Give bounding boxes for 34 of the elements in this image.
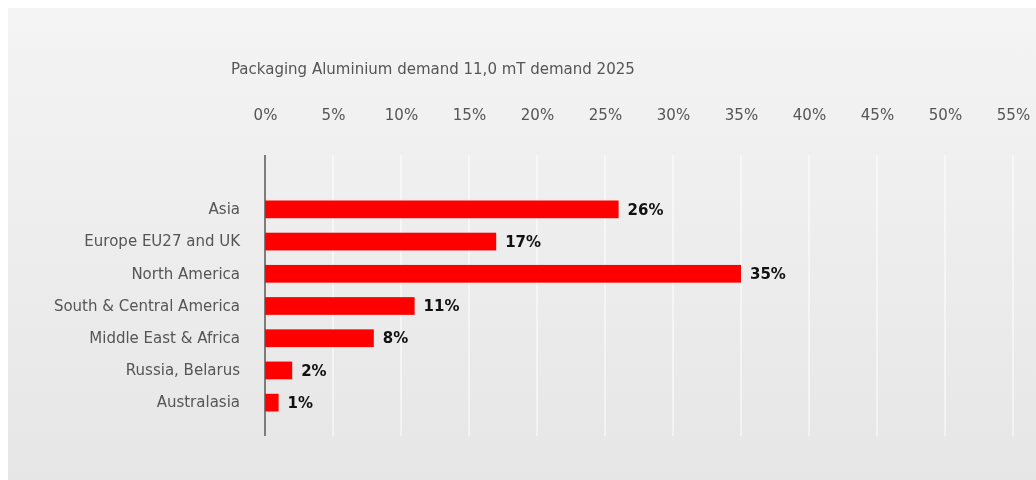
bar — [265, 200, 619, 219]
y-tick-label: Europe EU27 and UK — [84, 232, 242, 251]
x-tick-label: 50% — [928, 106, 963, 125]
bar — [265, 264, 741, 283]
x-tick-label: 5% — [321, 106, 346, 125]
data-label: 35% — [750, 265, 786, 284]
data-label: 1% — [287, 393, 314, 412]
x-tick-label: 15% — [452, 106, 487, 125]
x-tick-label: 35% — [724, 106, 759, 125]
data-label: 17% — [505, 232, 542, 251]
data-label: 26% — [627, 200, 664, 219]
data-label: 11% — [423, 297, 460, 316]
bar — [265, 361, 293, 380]
x-tick-label: 0% — [253, 106, 278, 125]
bar — [265, 297, 415, 315]
x-tick-label: 10% — [384, 106, 419, 125]
y-tick-label: Australasia — [156, 393, 240, 412]
x-tick-label: 45% — [860, 106, 895, 125]
y-tick-label: North America — [131, 264, 240, 283]
data-label: 2% — [301, 361, 327, 380]
y-tick-label: Middle East & Africa — [89, 329, 240, 348]
y-tick-label: Russia, Belarus — [125, 361, 241, 380]
x-tick-label: 55% — [996, 106, 1031, 125]
bar — [265, 329, 374, 348]
x-tick-label: 25% — [588, 106, 623, 125]
bar — [265, 393, 279, 412]
y-tick-label: Asia — [208, 200, 240, 219]
x-tick-label: 20% — [520, 106, 555, 125]
data-label: 8% — [382, 329, 409, 348]
x-tick-label: 30% — [656, 106, 691, 125]
x-tick-label: 40% — [792, 106, 827, 125]
bar — [265, 232, 497, 251]
chart-title: Packaging Aluminium demand 11,0 mT demand 2025 — [231, 60, 635, 78]
y-tick-label: South & Central America — [53, 296, 240, 315]
